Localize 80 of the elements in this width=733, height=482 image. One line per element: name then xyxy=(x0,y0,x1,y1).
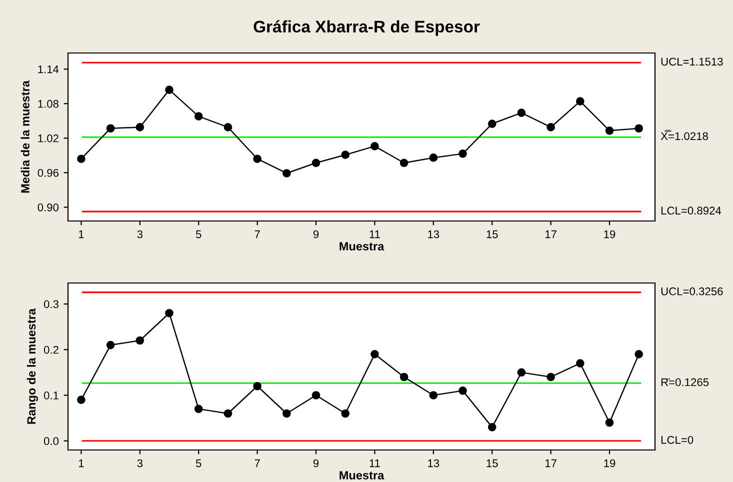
y-tick-label: 1.08 xyxy=(38,100,58,108)
point xyxy=(400,158,408,168)
point xyxy=(77,396,86,404)
point xyxy=(576,359,584,368)
point xyxy=(282,409,291,418)
x-tick-label: 15 xyxy=(486,230,498,238)
point xyxy=(136,123,144,132)
x-tick-label: 5 xyxy=(196,459,202,468)
point xyxy=(634,124,644,133)
point xyxy=(312,391,320,400)
y-axis-title: Rango de la muestra xyxy=(26,308,38,424)
y-tick-label: 0.90 xyxy=(38,203,59,212)
x-tick-label: 15 xyxy=(486,459,498,468)
x-tick-label: 19 xyxy=(604,230,616,238)
point xyxy=(282,169,291,178)
point xyxy=(488,120,496,128)
point xyxy=(165,308,174,318)
x-tick-label: 17 xyxy=(545,230,556,238)
point xyxy=(370,142,379,150)
x-tick-label: 13 xyxy=(428,230,440,238)
x-tick-label: 1 xyxy=(78,459,84,468)
point xyxy=(546,372,555,382)
point xyxy=(224,409,232,418)
x-tick-label: 7 xyxy=(254,230,260,238)
y-axis-title: Media de la muestra xyxy=(20,80,30,193)
point xyxy=(605,126,614,135)
x-tick-label: 19 xyxy=(604,459,616,468)
y-tick-label: 1.02 xyxy=(38,134,58,142)
ref-line-label: R̄=0.1265 xyxy=(661,378,709,386)
point xyxy=(341,150,350,160)
ref-line-label: LCL=0.8924 xyxy=(661,206,722,215)
y-tick-label: 0.2 xyxy=(44,346,58,354)
point xyxy=(106,124,115,133)
point xyxy=(605,418,614,427)
point xyxy=(546,123,555,132)
chart-title: Gráfica Xbarra-R de Espesor xyxy=(254,20,480,36)
point xyxy=(517,368,526,377)
y-tick-label: 0.1 xyxy=(44,392,58,400)
x-tick-label: 11 xyxy=(370,230,380,238)
x-tick-label: 7 xyxy=(254,459,260,468)
ref-line-label: UCL=0.3256 xyxy=(661,287,723,296)
point xyxy=(429,154,438,162)
x-tick-label: 9 xyxy=(313,230,319,238)
point xyxy=(576,97,584,106)
ref-line-label: LCL=0 xyxy=(661,436,694,444)
ref-line-label: X̿=1.0218 xyxy=(660,130,708,140)
y-tick-label: 1.14 xyxy=(38,65,59,74)
point xyxy=(253,382,262,390)
x-tick-label: 11 xyxy=(370,459,380,468)
point xyxy=(517,108,526,118)
point xyxy=(224,123,232,132)
point xyxy=(312,158,320,168)
point xyxy=(400,372,408,382)
point xyxy=(458,386,467,395)
point xyxy=(341,409,350,418)
point xyxy=(253,154,262,164)
point xyxy=(77,154,86,164)
x-tick-label: 5 xyxy=(196,230,202,238)
point xyxy=(165,86,174,94)
point xyxy=(634,350,644,358)
x-tick-label: 3 xyxy=(137,230,143,238)
x-tick-label: 1 xyxy=(78,230,84,238)
point xyxy=(136,336,144,345)
x-axis-title: Muestra xyxy=(340,242,384,250)
point xyxy=(106,340,115,350)
x-tick-label: 13 xyxy=(428,459,440,468)
x-tick-label: 9 xyxy=(313,459,319,468)
point xyxy=(429,391,438,400)
point xyxy=(194,404,203,414)
y-tick-label: 0.96 xyxy=(38,168,58,177)
x-tick-label: 17 xyxy=(545,459,556,468)
y-tick-label: 0.0 xyxy=(44,437,59,446)
point xyxy=(194,112,203,120)
y-tick-label: 0.3 xyxy=(44,300,58,308)
point xyxy=(458,150,467,158)
x-tick-label: 3 xyxy=(137,459,143,468)
point xyxy=(488,423,496,432)
x-axis-title: Muestra xyxy=(340,471,384,480)
point xyxy=(370,350,379,358)
ref-line-label: UCL=1.1513 xyxy=(661,58,723,66)
